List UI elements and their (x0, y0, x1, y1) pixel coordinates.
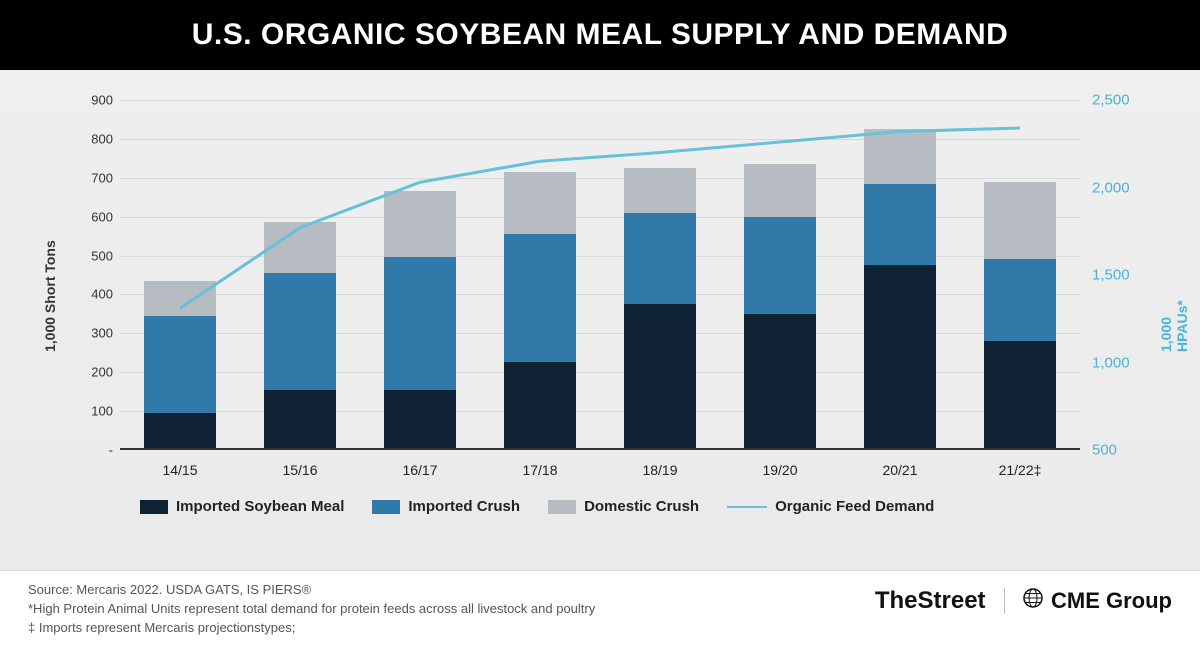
legend-line-swatch (727, 506, 767, 508)
globe-icon (1023, 588, 1043, 613)
bar-group (504, 98, 576, 448)
bar-segment (624, 304, 696, 448)
x-tick: 20/21 (840, 462, 960, 478)
y-tick-left: 200 (65, 365, 113, 380)
footnote-line: *High Protein Animal Units represent tot… (28, 600, 595, 619)
bar-segment (984, 182, 1056, 260)
y-tick-left: 900 (65, 93, 113, 108)
x-tick: 19/20 (720, 462, 840, 478)
x-tick: 16/17 (360, 462, 480, 478)
bar-segment (864, 184, 936, 266)
y-tick-right: 1,000 (1092, 354, 1130, 371)
legend-item: Imported Soybean Meal (140, 498, 344, 515)
bar-segment (504, 362, 576, 448)
brand-thestreet: TheStreet (875, 587, 986, 615)
legend-swatch (140, 500, 168, 514)
bar-group (264, 98, 336, 448)
bar-segment (624, 168, 696, 213)
y-tick-right: 2,500 (1092, 92, 1130, 109)
y-tick-right: 500 (1092, 442, 1117, 459)
y-tick-left: 700 (65, 170, 113, 185)
y-tick-right: 1,500 (1092, 267, 1130, 284)
legend-swatch (372, 500, 400, 514)
bar-group (864, 98, 936, 448)
y-axis-right-label: 1,000 HPAUs* (1158, 300, 1190, 352)
footnotes: Source: Mercaris 2022. USDA GATS, IS PIE… (28, 581, 595, 638)
bar-segment (864, 129, 936, 183)
y-tick-left: 500 (65, 248, 113, 263)
legend-swatch (548, 500, 576, 514)
bar-segment (144, 281, 216, 316)
page-title: U.S. ORGANIC SOYBEAN MEAL SUPPLY AND DEM… (192, 18, 1009, 52)
bar-segment (744, 314, 816, 448)
bar-group (744, 98, 816, 448)
y-tick-right: 2,000 (1092, 179, 1130, 196)
footnote-line: ‡ Imports represent Mercaris projections… (28, 619, 595, 638)
bar-segment (984, 341, 1056, 448)
y-tick-left: - (65, 443, 113, 458)
chart-area: 1,000 Short Tons 1,000 HPAUs* Imported S… (0, 70, 1200, 570)
x-tick: 14/15 (120, 462, 240, 478)
bar-segment (504, 234, 576, 362)
page: U.S. ORGANIC SOYBEAN MEAL SUPPLY AND DEM… (0, 0, 1200, 660)
brand-cme: CME Group (1023, 588, 1172, 614)
x-tick: 15/16 (240, 462, 360, 478)
bar-segment (744, 164, 816, 217)
legend-label: Imported Soybean Meal (176, 498, 344, 515)
brand-divider (1004, 588, 1005, 614)
bar-segment (264, 222, 336, 273)
x-tick: 18/19 (600, 462, 720, 478)
plot-region (120, 100, 1080, 450)
title-bar: U.S. ORGANIC SOYBEAN MEAL SUPPLY AND DEM… (0, 0, 1200, 70)
y-tick-left: 800 (65, 131, 113, 146)
x-tick: 21/22‡ (960, 462, 1080, 478)
y-axis-left-label: 1,000 Short Tons (42, 240, 58, 352)
y-tick-left: 600 (65, 209, 113, 224)
legend-label: Organic Feed Demand (775, 498, 934, 515)
y-tick-left: 300 (65, 326, 113, 341)
bar-segment (264, 273, 336, 390)
brand-cme-text: CME Group (1051, 588, 1172, 613)
bar-segment (984, 259, 1056, 341)
legend-label: Domestic Crush (584, 498, 699, 515)
bar-segment (384, 390, 456, 448)
bar-segment (504, 172, 576, 234)
legend-item: Imported Crush (372, 498, 520, 515)
bar-segment (384, 257, 456, 389)
bar-segment (264, 390, 336, 448)
bar-segment (144, 316, 216, 413)
legend-item: Organic Feed Demand (727, 498, 934, 515)
brand-row: TheStreet CME Group (875, 587, 1172, 615)
bar-segment (624, 213, 696, 304)
bar-group (144, 98, 216, 448)
bar-group (984, 98, 1056, 448)
legend-item: Domestic Crush (548, 498, 699, 515)
y-tick-left: 100 (65, 404, 113, 419)
bar-segment (744, 217, 816, 314)
bar-group (384, 98, 456, 448)
legend: Imported Soybean Meal Imported Crush Domes… (140, 498, 934, 515)
bar-segment (144, 413, 216, 448)
y-tick-left: 400 (65, 287, 113, 302)
x-tick: 17/18 (480, 462, 600, 478)
footnote-line: Source: Mercaris 2022. USDA GATS, IS PIE… (28, 581, 595, 600)
bar-segment (864, 265, 936, 448)
bar-segment (384, 191, 456, 257)
legend-label: Imported Crush (408, 498, 520, 515)
bar-group (624, 98, 696, 448)
footer: Source: Mercaris 2022. USDA GATS, IS PIE… (0, 570, 1200, 660)
